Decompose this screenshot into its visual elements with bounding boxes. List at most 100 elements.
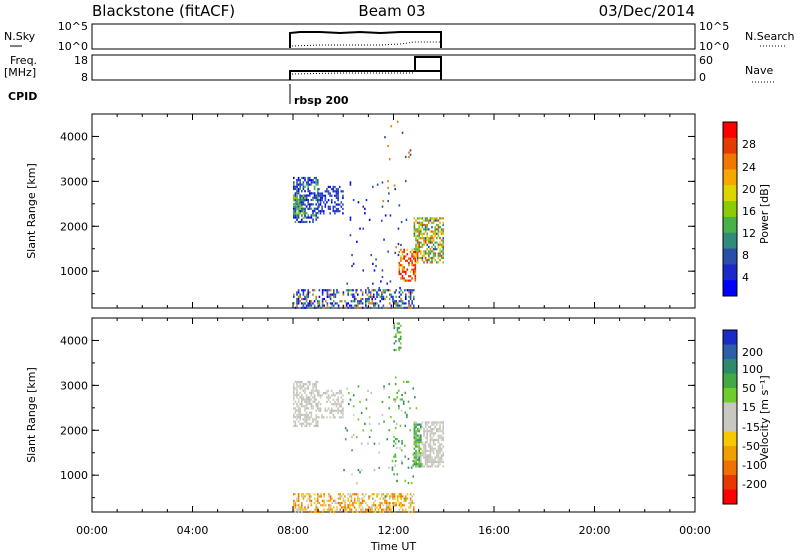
data-cell <box>401 393 403 397</box>
data-cell <box>389 297 391 301</box>
date-title: 03/Dec/2014 <box>599 2 695 20</box>
cpid-label: CPID <box>8 90 37 103</box>
data-cell <box>294 420 297 423</box>
data-cell <box>301 387 303 390</box>
data-cell <box>420 465 422 468</box>
data-cell <box>368 302 370 305</box>
data-cell <box>309 306 311 309</box>
data-cell <box>293 504 295 507</box>
data-cell <box>313 389 316 392</box>
noise-right-tick-top: 10^5 <box>699 20 729 33</box>
data-cell <box>412 272 415 276</box>
data-cell <box>401 291 404 294</box>
data-cell <box>401 264 404 267</box>
data-cell <box>428 456 430 459</box>
data-cell <box>319 407 322 410</box>
data-cell <box>369 302 372 305</box>
data-cell <box>381 495 383 498</box>
data-cell <box>429 237 432 240</box>
data-cell <box>296 300 298 303</box>
data-cell <box>307 504 309 507</box>
data-cell <box>423 228 425 231</box>
data-cell <box>420 217 422 220</box>
data-cell <box>382 508 385 511</box>
data-cell <box>411 291 413 294</box>
data-cell <box>333 510 335 513</box>
data-cell <box>362 227 365 230</box>
data-cell <box>428 425 430 428</box>
data-cell <box>387 199 389 203</box>
data-cell <box>436 261 438 264</box>
data-cell <box>442 241 444 244</box>
data-cell <box>360 510 362 513</box>
data-cell <box>413 248 416 251</box>
data-cell <box>293 207 295 210</box>
data-cell <box>326 289 329 292</box>
data-cell <box>329 289 332 292</box>
data-cell <box>411 261 413 265</box>
data-cell <box>413 226 416 229</box>
data-cell <box>304 420 306 423</box>
data-cell <box>418 463 420 466</box>
data-cell <box>315 499 317 502</box>
data-cell <box>413 421 416 424</box>
data-cell <box>309 400 311 403</box>
data-cell <box>379 300 381 303</box>
data-cell <box>302 194 305 198</box>
data-cell <box>440 230 443 233</box>
data-cell <box>385 493 388 496</box>
data-cell <box>335 190 338 193</box>
data-cell <box>313 304 316 307</box>
data-cell <box>442 248 444 251</box>
data-cell <box>297 179 300 182</box>
data-cell <box>401 131 404 134</box>
data-cell <box>334 499 337 502</box>
data-cell <box>356 289 358 292</box>
data-cell <box>442 423 444 426</box>
data-cell <box>423 241 425 244</box>
data-cell <box>299 295 301 298</box>
data-cell <box>293 396 295 399</box>
data-cell <box>396 391 399 394</box>
data-cell <box>315 383 317 386</box>
data-cell <box>421 256 424 260</box>
data-cell <box>321 199 323 202</box>
data-cell <box>398 295 401 298</box>
data-cell <box>401 302 404 305</box>
data-cell <box>418 243 420 246</box>
data-cell <box>421 226 424 229</box>
data-cell <box>399 331 402 334</box>
data-cell <box>293 508 295 511</box>
data-cell <box>416 261 419 264</box>
data-cell <box>324 190 327 193</box>
data-cell <box>415 449 417 453</box>
data-cell <box>404 424 407 427</box>
data-cell <box>297 214 300 217</box>
data-cell <box>411 501 413 505</box>
data-cell <box>437 261 440 264</box>
data-cell <box>368 218 371 221</box>
data-cell <box>305 400 308 403</box>
data-cell <box>351 253 353 257</box>
data-cell <box>395 501 397 505</box>
data-cell <box>333 291 335 294</box>
colorbar-segment <box>723 388 737 403</box>
data-cell <box>301 400 303 403</box>
colorbar-segment <box>723 248 737 265</box>
data-cell <box>421 449 424 453</box>
data-cell <box>297 385 300 388</box>
data-cell <box>377 508 380 511</box>
data-cell <box>305 405 308 408</box>
data-cell <box>389 506 391 509</box>
data-cell <box>318 203 320 206</box>
data-cell <box>423 252 425 255</box>
data-cell <box>414 250 417 254</box>
data-cell <box>319 203 322 206</box>
data-cell <box>396 479 399 482</box>
data-cell <box>323 501 325 505</box>
data-cell <box>440 454 443 457</box>
data-cell <box>420 250 422 253</box>
data-cell <box>440 434 443 437</box>
data-cell <box>411 255 413 258</box>
data-cell <box>406 306 409 309</box>
